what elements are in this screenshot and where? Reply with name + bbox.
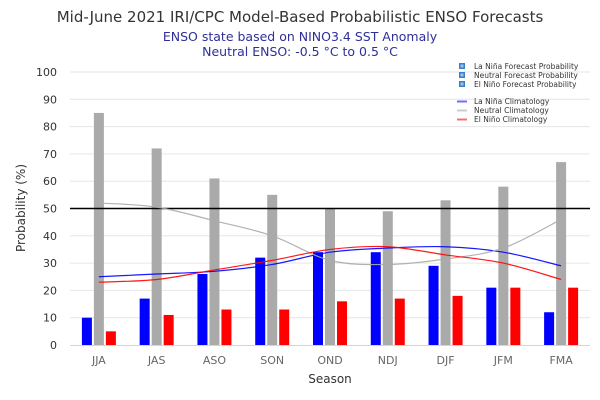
legend-item[interactable]: La Niña Forecast Probability (459, 62, 579, 71)
x-tick-label: FMA (549, 354, 573, 367)
legend-label: El Niño Forecast Probability (474, 80, 577, 89)
bar-el-ni-o-forecast-probability-jas (163, 314, 174, 345)
bar-neutral-forecast-probability-djf (440, 200, 451, 345)
line-neutral-climatology (98, 202, 562, 266)
y-tick-label: 90 (43, 93, 57, 106)
legend-square-inner (460, 82, 464, 86)
climatology-lines (98, 202, 562, 283)
y-tick-label: 30 (43, 257, 57, 270)
bar-la-ni-a-forecast-probability-ndj (370, 252, 381, 345)
chart-subtitle-line-1: ENSO state based on NINO3.4 SST Anomaly (163, 29, 438, 44)
bar-neutral-forecast-probability-fma (556, 162, 567, 345)
y-tick-label: 100 (36, 66, 57, 79)
y-tick-label: 50 (43, 203, 57, 216)
y-tick-label: 70 (43, 148, 57, 161)
bar-neutral-forecast-probability-son (267, 194, 278, 345)
bar-el-ni-o-forecast-probability-jja (105, 331, 116, 345)
x-axis-title: Season (308, 372, 352, 386)
y-tick-label: 0 (50, 339, 57, 352)
bar-el-ni-o-forecast-probability-fma (568, 287, 579, 345)
legend-label: El Niño Climatology (474, 115, 548, 124)
legend-item[interactable]: El Niño Forecast Probability (459, 80, 577, 89)
bars (81, 112, 579, 345)
legend-square-inner (460, 64, 464, 68)
x-tick-label: ASO (203, 354, 227, 367)
y-tick-label: 40 (43, 230, 57, 243)
chart-subtitle-line-2: Neutral ENSO: -0.5 °C to 0.5 °C (202, 44, 398, 59)
bar-la-ni-a-forecast-probability-ond (313, 252, 323, 345)
bar-neutral-forecast-probability-ond (325, 208, 335, 345)
legend-square-inner (460, 73, 464, 77)
legend-item[interactable]: Neutral Climatology (457, 106, 549, 115)
legend-item[interactable]: Neutral Forecast Probability (459, 71, 578, 80)
y-axis-ticks: 0 10 20 30 40 50 60 70 80 90 100 (36, 66, 57, 352)
bar-la-ni-a-forecast-probability-aso (197, 274, 208, 345)
bar-el-ni-o-forecast-probability-ond (337, 301, 347, 345)
bar-neutral-forecast-probability-jfm (498, 186, 509, 345)
chart-title: Mid-June 2021 IRI/CPC Model-Based Probab… (57, 8, 544, 26)
x-tick-label: SON (260, 354, 284, 367)
legend-label: La Niña Climatology (474, 97, 550, 106)
bar-neutral-forecast-probability-jja (93, 112, 104, 345)
x-tick-label: DJF (437, 354, 455, 367)
x-axis-ticks: JJA JAS ASO SON OND NDJ DJF JFM FMA (91, 354, 573, 367)
bar-el-ni-o-forecast-probability-djf (452, 295, 463, 345)
legend-item[interactable]: El Niño Climatology (457, 115, 548, 124)
bar-la-ni-a-forecast-probability-son (255, 257, 266, 345)
bar-neutral-forecast-probability-aso (209, 178, 220, 345)
y-tick-label: 10 (43, 312, 57, 325)
bar-la-ni-a-forecast-probability-jfm (486, 287, 497, 345)
x-tick-label: JJA (91, 354, 106, 367)
x-tick-label: JFM (493, 354, 513, 367)
bar-la-ni-a-forecast-probability-jja (81, 317, 92, 345)
x-tick-label: NDJ (378, 354, 398, 367)
bar-la-ni-a-forecast-probability-jas (139, 298, 150, 345)
legend-label: La Niña Forecast Probability (474, 62, 579, 71)
legend-label: Neutral Climatology (474, 106, 549, 115)
bar-neutral-forecast-probability-ndj (382, 211, 393, 345)
bar-el-ni-o-forecast-probability-ndj (394, 298, 405, 345)
bar-el-ni-o-forecast-probability-son (279, 309, 290, 345)
x-tick-label: JAS (147, 354, 166, 367)
y-axis-title: Probability (%) (14, 164, 28, 252)
bar-la-ni-a-forecast-probability-djf (428, 265, 439, 345)
line-la-ni-a-climatology (98, 245, 562, 278)
bar-neutral-forecast-probability-jas (151, 148, 162, 345)
y-tick-label: 20 (43, 284, 57, 297)
bar-el-ni-o-forecast-probability-jfm (510, 287, 521, 345)
y-tick-label: 80 (43, 121, 57, 134)
bar-la-ni-a-forecast-probability-fma (544, 312, 555, 345)
bar-el-ni-o-forecast-probability-aso (221, 309, 232, 345)
x-tick-label: OND (317, 354, 342, 367)
legend-label: Neutral Forecast Probability (474, 71, 578, 80)
legend-item[interactable]: La Niña Climatology (457, 97, 550, 106)
y-tick-label: 60 (43, 175, 57, 188)
line-el-ni-o-climatology (98, 245, 562, 283)
